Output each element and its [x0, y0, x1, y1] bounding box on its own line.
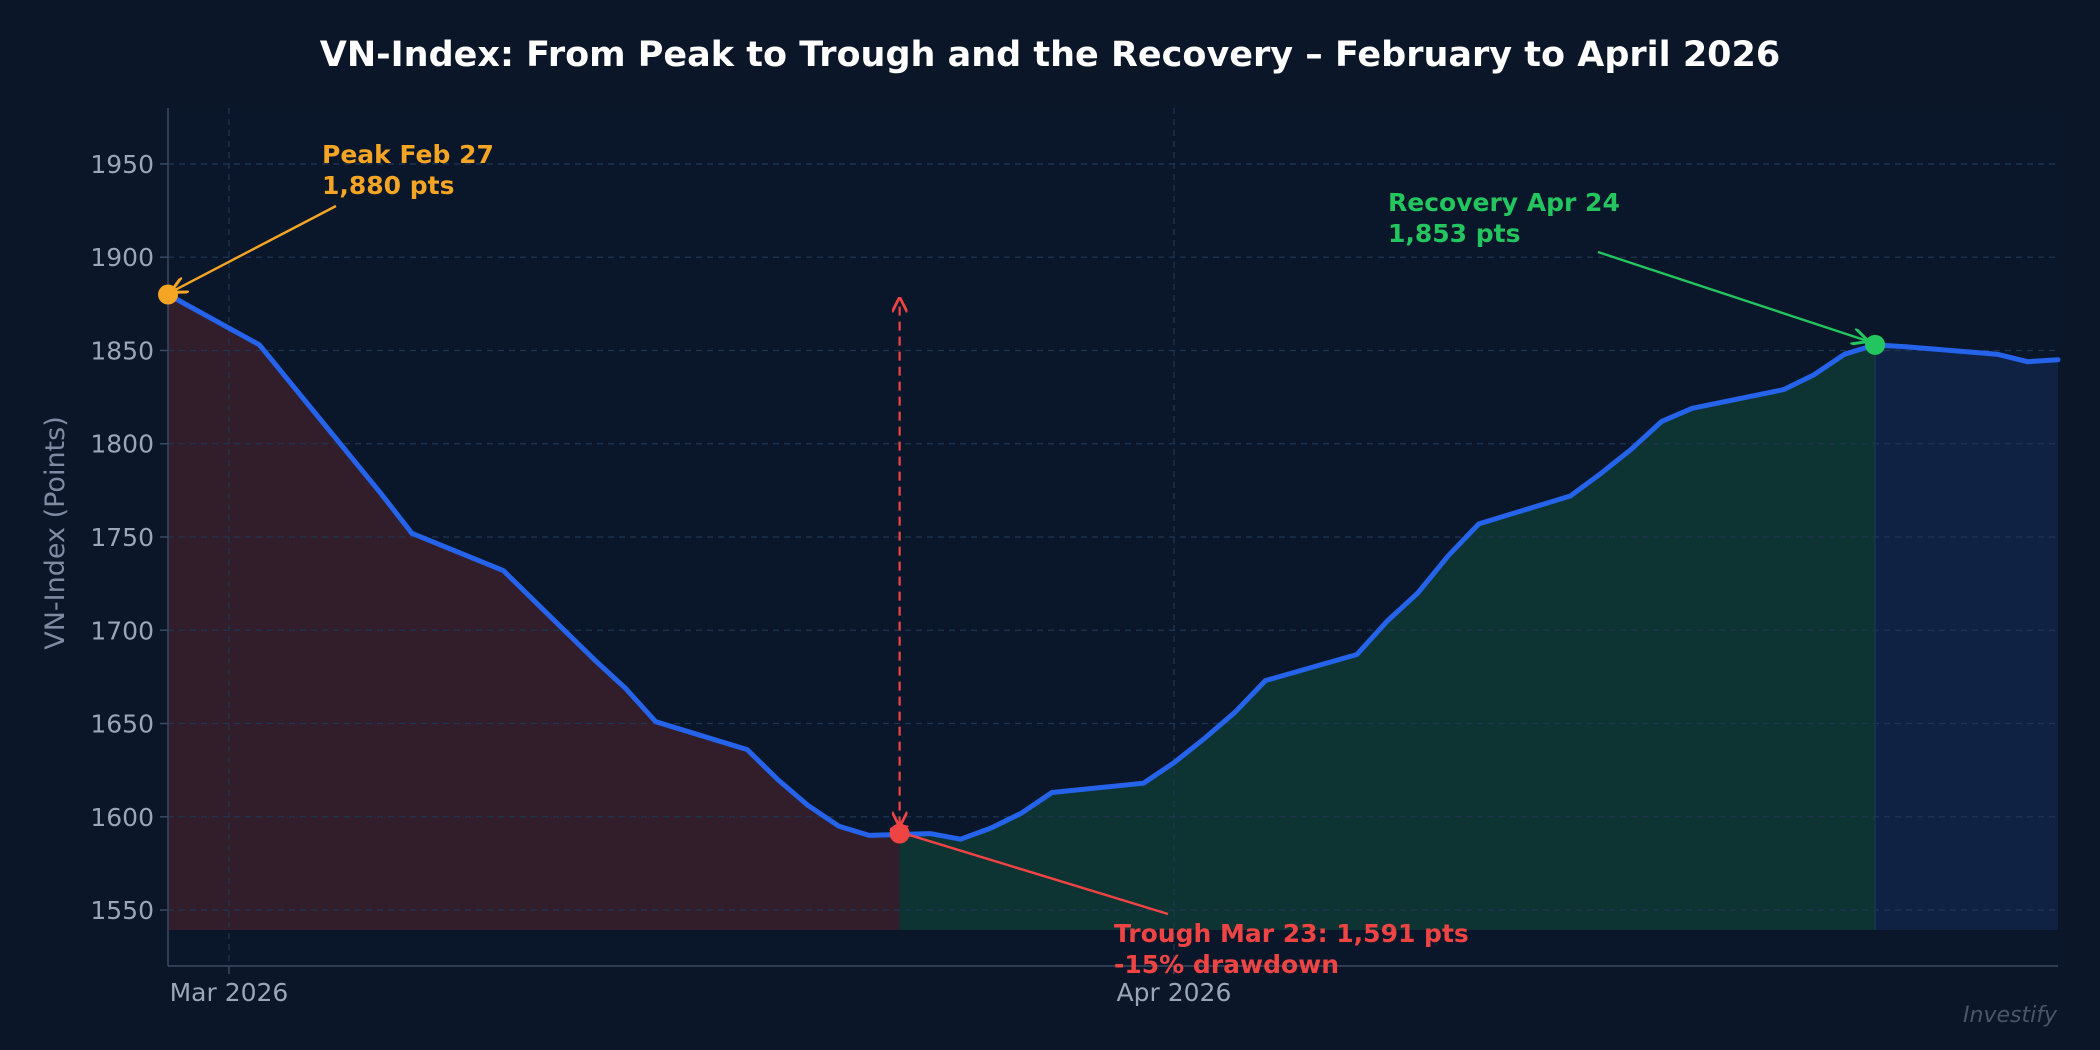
series-line: [165, 292, 2061, 842]
y-tick-label: 1700: [90, 616, 154, 645]
trough-label: -15% drawdown: [1114, 950, 1339, 979]
region-post-recovery: [1875, 344, 2058, 930]
y-tick-label: 1600: [90, 803, 154, 832]
trough-label: Trough Mar 23: 1,591 pts: [1114, 919, 1469, 948]
recovery-label: Recovery Apr 24: [1388, 188, 1620, 217]
y-tick-label: 1550: [90, 896, 154, 925]
trough-callout-line: [892, 830, 1169, 916]
region-decline: [168, 294, 900, 930]
y-tick-label: 1950: [90, 150, 154, 179]
y-tick-label: 1850: [90, 336, 154, 365]
y-tick-label: 1800: [90, 430, 154, 459]
x-tick-label: Mar 2026: [170, 978, 289, 1007]
grid-lines: [168, 108, 2058, 966]
y-tick-label: 1750: [90, 523, 154, 552]
recovery-label: 1,853 pts: [1388, 219, 1521, 248]
peak-label: 1,880 pts: [322, 171, 455, 200]
tick-labels: 1550 1600 1650 1700 1750 1800 1850 1900 1950 Mar …: [90, 150, 1231, 1007]
series-group: [165, 292, 2061, 842]
peak-callout-line: [172, 204, 337, 292]
trough-marker: [889, 823, 910, 844]
x-tick-label: Apr 2026: [1117, 978, 1232, 1007]
chart-title: VN-Index: From Peak to Trough and the Re…: [320, 35, 1780, 75]
peak-label: Peak Feb 27: [322, 140, 494, 169]
watermark: Investify: [1963, 1003, 2058, 1028]
y-tick-label: 1900: [90, 243, 154, 272]
recovery-callout-line: [1597, 250, 1867, 341]
annotations: Peak Feb 271,880 pts Trough Mar 23: 1,591…: [158, 140, 1886, 979]
peak-marker: [158, 284, 178, 305]
y-tick-label: 1650: [90, 710, 154, 739]
recovery-marker: [1865, 334, 1886, 355]
y-axis-label: VN-Index (Points): [40, 416, 71, 650]
